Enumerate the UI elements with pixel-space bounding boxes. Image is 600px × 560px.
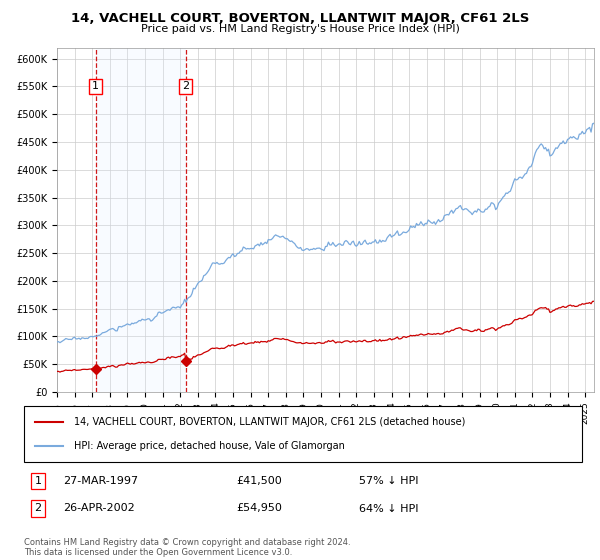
Text: 27-MAR-1997: 27-MAR-1997 — [63, 476, 138, 486]
Text: £54,950: £54,950 — [236, 503, 282, 514]
Text: 26-APR-2002: 26-APR-2002 — [63, 503, 135, 514]
Text: 14, VACHELL COURT, BOVERTON, LLANTWIT MAJOR, CF61 2LS: 14, VACHELL COURT, BOVERTON, LLANTWIT MA… — [71, 12, 529, 25]
Text: Price paid vs. HM Land Registry's House Price Index (HPI): Price paid vs. HM Land Registry's House … — [140, 24, 460, 34]
FancyBboxPatch shape — [24, 406, 582, 462]
Text: HPI: Average price, detached house, Vale of Glamorgan: HPI: Average price, detached house, Vale… — [74, 441, 345, 451]
Text: 2: 2 — [34, 503, 41, 514]
Text: 64% ↓ HPI: 64% ↓ HPI — [359, 503, 418, 514]
Text: 1: 1 — [92, 82, 99, 91]
Bar — [96, 48, 185, 392]
Text: 57% ↓ HPI: 57% ↓ HPI — [359, 476, 418, 486]
Text: £41,500: £41,500 — [236, 476, 282, 486]
Text: 1: 1 — [34, 476, 41, 486]
Text: Contains HM Land Registry data © Crown copyright and database right 2024.
This d: Contains HM Land Registry data © Crown c… — [24, 538, 350, 557]
Text: 2: 2 — [182, 82, 189, 91]
Text: 14, VACHELL COURT, BOVERTON, LLANTWIT MAJOR, CF61 2LS (detached house): 14, VACHELL COURT, BOVERTON, LLANTWIT MA… — [74, 417, 466, 427]
